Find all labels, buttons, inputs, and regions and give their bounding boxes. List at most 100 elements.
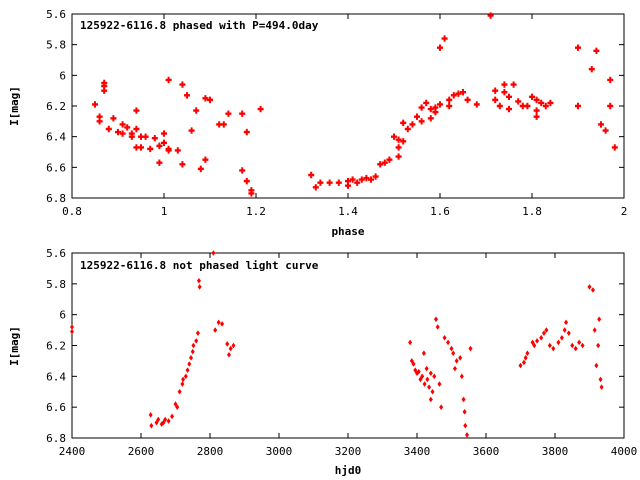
data-point [446,102,453,110]
data-point [372,173,379,180]
data-point [587,284,592,290]
data-point [154,419,159,426]
data-point [188,127,195,134]
data-point [239,110,246,117]
data-point [177,388,182,395]
data-point [607,102,614,110]
y-tick-label: 6.6 [46,401,66,414]
data-point [451,350,456,357]
data-point [423,99,430,107]
y-tick-label: 6 [59,309,66,322]
data-point [368,176,374,183]
data-point [594,362,599,369]
data-point [119,121,126,128]
data-point [165,147,172,154]
data-point [312,184,319,191]
y-tick-label: 5.6 [46,8,66,21]
data-point [101,87,108,94]
data-point [547,99,554,107]
data-point [556,339,561,346]
data-point [220,121,227,128]
data-point [248,187,255,194]
data-point [420,373,425,380]
data-point [416,368,421,375]
data-point [435,324,440,330]
data-point [110,115,117,122]
data-point [599,384,604,390]
data-point [452,365,457,372]
data-point [535,338,540,344]
plot-frame [71,252,625,439]
x-tick-label: 3600 [473,445,500,458]
data-point [179,81,186,88]
data-point [593,47,600,54]
data-point [148,412,153,418]
data-point [562,327,567,333]
data-point [506,93,512,100]
data-point [464,96,471,104]
x-tick-label: 4000 [611,445,638,458]
data-point [551,345,556,352]
data-point [187,361,192,367]
data-point [427,115,434,122]
data-point [414,113,420,120]
data-point [463,422,468,429]
data-point [92,101,98,108]
data-point [461,396,466,403]
data-point [165,76,172,84]
data-point [163,416,168,423]
data-point [115,128,121,136]
x-axis-label: hjd0 [335,464,362,477]
data-point [460,89,466,96]
data-point [101,79,108,87]
data-point [425,376,430,383]
data-point [193,107,200,114]
data-point [70,324,74,330]
x-tick-label: 1 [161,205,168,218]
data-point [395,144,402,151]
data-point [124,124,131,131]
data-point [492,96,499,104]
y-tick-label: 5.6 [46,247,66,260]
data-point [432,373,437,380]
chart-title: 125922-6116.8 not phased light curve [80,259,319,272]
data-point [179,161,186,168]
data-point [349,176,356,183]
data-point [142,133,149,140]
y-tick-label: 6.4 [46,131,66,144]
x-ticks: 2400 2600 2800 3000 3200 3400 3600 3800 4000 [59,253,638,458]
data-point [216,121,223,128]
data-point [532,342,537,349]
data-point [345,177,351,185]
data-point [156,142,163,150]
data-point [174,147,181,154]
data-point [189,355,194,361]
data-point [147,145,154,153]
data-point [181,376,186,383]
data-point [441,35,448,42]
data-point [243,128,250,136]
data-point [418,104,425,111]
data-point [358,176,365,183]
data-point [515,98,522,105]
data-point [239,167,246,174]
data-point [185,367,190,373]
data-point [211,250,216,256]
data-point [156,159,163,166]
y-tick-label: 5.8 [46,278,66,291]
data-point [430,388,435,395]
x-tick-label: 3400 [404,445,431,458]
data-point [377,161,384,168]
data-point [598,376,603,383]
data-point [433,316,438,323]
data-point [381,159,388,166]
data-point [197,165,204,173]
data-point [459,373,464,380]
data-point [473,101,480,108]
x-tick-label: 3800 [542,445,569,458]
data-point [202,95,209,102]
data-point [501,81,508,88]
data-point [335,179,342,186]
data-point [243,177,250,185]
data-point [133,125,140,133]
